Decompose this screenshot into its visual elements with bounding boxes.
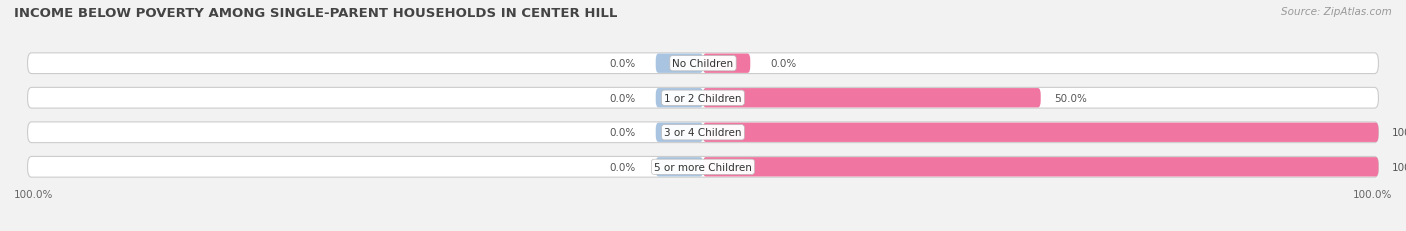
Text: 100.0%: 100.0%: [1392, 128, 1406, 138]
Text: 0.0%: 0.0%: [609, 93, 636, 103]
FancyBboxPatch shape: [703, 89, 1040, 108]
FancyBboxPatch shape: [703, 123, 1378, 142]
Text: 3 or 4 Children: 3 or 4 Children: [664, 128, 742, 138]
FancyBboxPatch shape: [28, 54, 1378, 74]
FancyBboxPatch shape: [703, 54, 751, 73]
FancyBboxPatch shape: [28, 88, 1378, 109]
Text: 100.0%: 100.0%: [1353, 189, 1392, 199]
Text: 5 or more Children: 5 or more Children: [654, 162, 752, 172]
Text: INCOME BELOW POVERTY AMONG SINGLE-PARENT HOUSEHOLDS IN CENTER HILL: INCOME BELOW POVERTY AMONG SINGLE-PARENT…: [14, 7, 617, 20]
FancyBboxPatch shape: [655, 123, 703, 142]
FancyBboxPatch shape: [28, 157, 1378, 177]
Text: 50.0%: 50.0%: [1054, 93, 1087, 103]
Text: 0.0%: 0.0%: [770, 59, 797, 69]
FancyBboxPatch shape: [655, 54, 703, 73]
FancyBboxPatch shape: [655, 89, 703, 108]
FancyBboxPatch shape: [28, 122, 1378, 143]
Text: 0.0%: 0.0%: [609, 59, 636, 69]
Text: 1 or 2 Children: 1 or 2 Children: [664, 93, 742, 103]
Text: 0.0%: 0.0%: [609, 128, 636, 138]
FancyBboxPatch shape: [703, 158, 1378, 177]
FancyBboxPatch shape: [655, 158, 703, 177]
Text: No Children: No Children: [672, 59, 734, 69]
Text: 100.0%: 100.0%: [14, 189, 53, 199]
Text: Source: ZipAtlas.com: Source: ZipAtlas.com: [1281, 7, 1392, 17]
Text: 0.0%: 0.0%: [609, 162, 636, 172]
Text: 100.0%: 100.0%: [1392, 162, 1406, 172]
